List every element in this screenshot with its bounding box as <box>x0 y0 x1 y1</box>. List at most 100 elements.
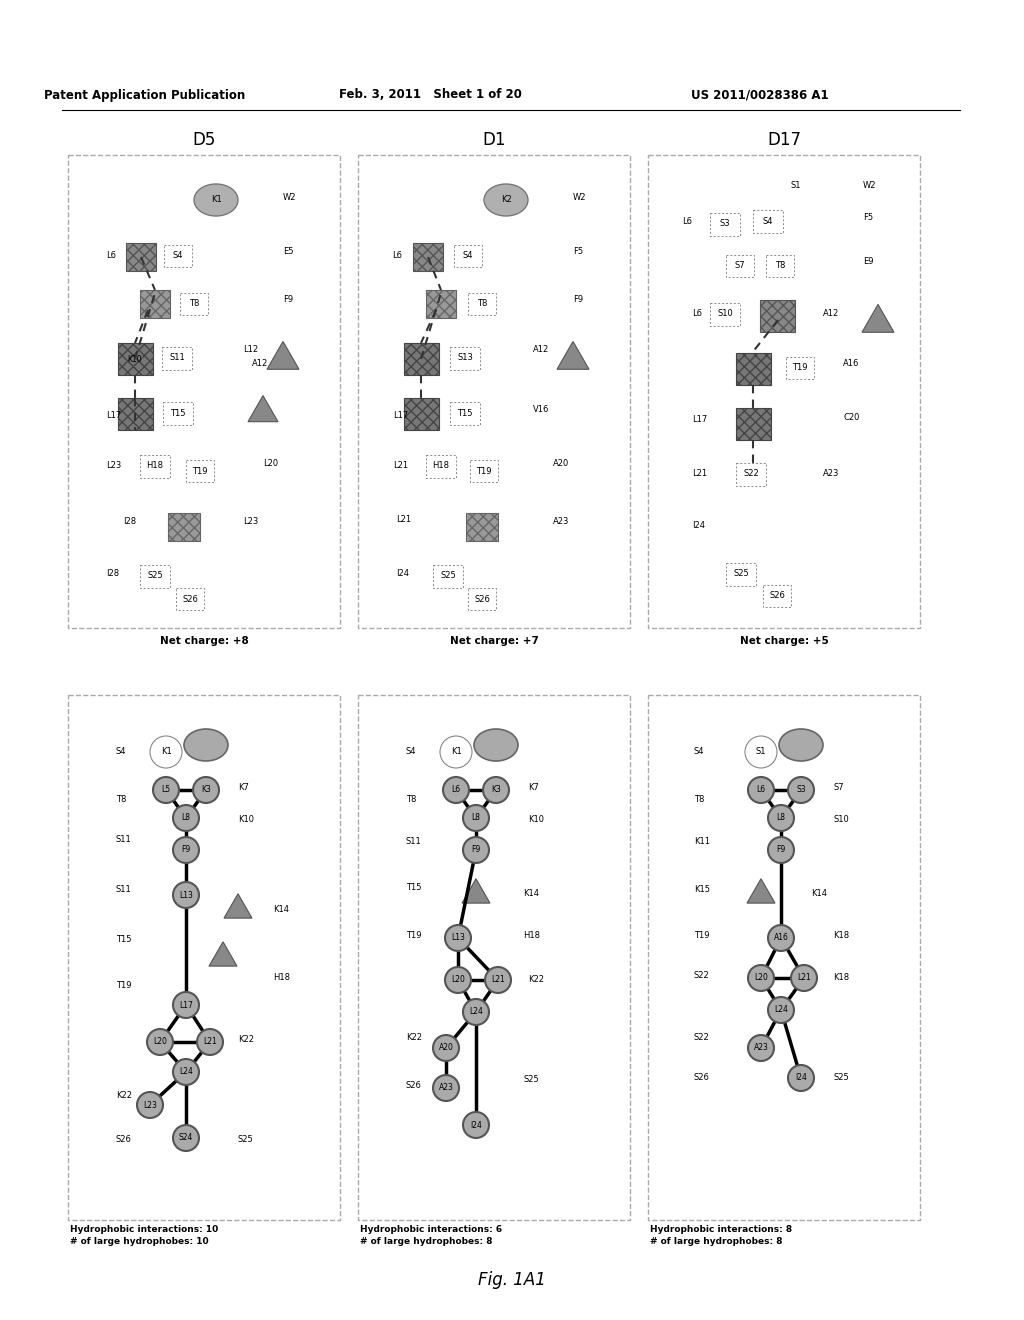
Circle shape <box>745 737 777 768</box>
Text: T8: T8 <box>406 796 417 804</box>
Bar <box>648 696 920 1220</box>
Bar <box>726 564 756 586</box>
Text: L24: L24 <box>179 1068 193 1077</box>
Circle shape <box>193 777 219 803</box>
Text: S4: S4 <box>406 747 417 756</box>
Text: L5: L5 <box>162 785 171 795</box>
Bar <box>648 154 920 628</box>
Ellipse shape <box>194 183 238 216</box>
Text: D17: D17 <box>767 131 801 149</box>
Text: Net charge: +5: Net charge: +5 <box>739 636 828 645</box>
Text: A20: A20 <box>553 458 569 467</box>
Text: F9: F9 <box>181 846 190 854</box>
Text: K2: K2 <box>501 195 511 205</box>
Circle shape <box>791 965 817 991</box>
Text: L21: L21 <box>203 1038 217 1047</box>
Text: S25: S25 <box>523 1076 539 1085</box>
Text: S4: S4 <box>694 747 705 756</box>
Bar <box>786 356 814 379</box>
Circle shape <box>433 1074 459 1101</box>
Bar <box>736 408 771 440</box>
Text: D5: D5 <box>193 131 216 149</box>
Text: F9: F9 <box>283 296 293 305</box>
Bar <box>433 565 463 587</box>
Bar <box>140 290 170 318</box>
Text: T8: T8 <box>116 796 126 804</box>
Circle shape <box>463 805 489 832</box>
Bar <box>404 343 439 375</box>
Text: T19: T19 <box>116 981 131 990</box>
Bar <box>358 154 630 628</box>
Text: D1: D1 <box>482 131 506 149</box>
Text: H18: H18 <box>273 974 290 982</box>
Text: S4: S4 <box>763 216 773 226</box>
Bar <box>68 154 340 628</box>
Text: A23: A23 <box>553 517 569 527</box>
Text: K18: K18 <box>833 974 849 982</box>
Text: L23: L23 <box>143 1101 157 1110</box>
Polygon shape <box>248 396 278 421</box>
Text: L8: L8 <box>181 813 190 822</box>
Text: K22: K22 <box>528 975 544 985</box>
Text: S11: S11 <box>169 354 185 363</box>
Text: S3: S3 <box>797 785 806 795</box>
Bar <box>118 399 153 430</box>
Text: Hydrophobic interactions: 10: Hydrophobic interactions: 10 <box>70 1225 218 1234</box>
Bar <box>726 255 754 277</box>
Text: K14: K14 <box>523 888 539 898</box>
Polygon shape <box>862 305 894 333</box>
Text: S11: S11 <box>116 836 132 845</box>
Text: L20: L20 <box>153 1038 167 1047</box>
Text: S25: S25 <box>147 572 163 581</box>
Text: L20: L20 <box>263 458 279 467</box>
Circle shape <box>150 737 182 768</box>
Text: # of large hydrophobes: 8: # of large hydrophobes: 8 <box>360 1238 493 1246</box>
Text: K10: K10 <box>238 816 254 825</box>
Text: H18: H18 <box>432 462 450 470</box>
Circle shape <box>440 737 472 768</box>
Bar <box>760 300 795 333</box>
Text: L6: L6 <box>692 309 702 318</box>
Text: K14: K14 <box>811 888 827 898</box>
Circle shape <box>173 1059 199 1085</box>
Text: L17: L17 <box>393 411 409 420</box>
Text: E9: E9 <box>863 257 873 267</box>
Text: T8: T8 <box>477 300 487 309</box>
Circle shape <box>445 925 471 950</box>
Bar <box>736 352 771 385</box>
Bar <box>126 243 156 271</box>
Text: T15: T15 <box>406 883 422 892</box>
Text: H18: H18 <box>523 931 540 940</box>
Text: Net charge: +8: Net charge: +8 <box>160 636 249 645</box>
Text: L21: L21 <box>692 469 708 478</box>
Text: K7: K7 <box>528 784 539 792</box>
Text: T15: T15 <box>116 936 131 945</box>
Text: T19: T19 <box>406 931 422 940</box>
Text: K1: K1 <box>211 195 221 205</box>
Bar <box>118 343 153 375</box>
Ellipse shape <box>474 729 518 762</box>
Text: T8: T8 <box>188 300 200 309</box>
Text: L6: L6 <box>452 785 461 795</box>
Bar <box>710 213 740 236</box>
Text: L13: L13 <box>179 891 193 899</box>
Text: S26: S26 <box>769 591 785 601</box>
Text: I24: I24 <box>692 520 705 529</box>
Bar <box>470 459 498 482</box>
Text: K3: K3 <box>492 785 501 795</box>
Text: K10: K10 <box>128 355 142 363</box>
Text: L6: L6 <box>757 785 766 795</box>
Circle shape <box>768 997 794 1023</box>
Text: L17: L17 <box>106 411 121 420</box>
Text: L23: L23 <box>106 461 121 470</box>
Bar <box>753 210 783 234</box>
Bar <box>454 246 482 267</box>
Text: F9: F9 <box>573 296 583 305</box>
Circle shape <box>748 777 774 803</box>
Circle shape <box>197 1030 223 1055</box>
Text: K18: K18 <box>833 931 849 940</box>
Text: L24: L24 <box>469 1007 483 1016</box>
Bar <box>176 587 204 610</box>
Text: S26: S26 <box>406 1081 422 1089</box>
Text: S13: S13 <box>457 354 473 363</box>
